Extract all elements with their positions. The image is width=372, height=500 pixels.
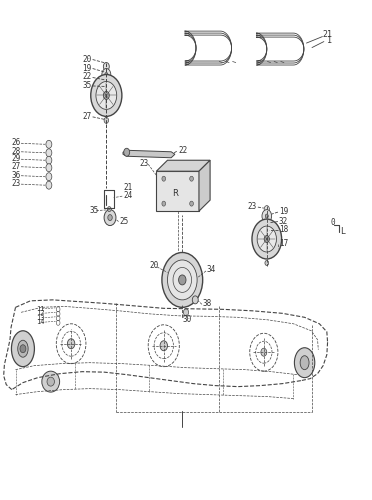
- Circle shape: [91, 74, 122, 116]
- Circle shape: [167, 260, 197, 300]
- Circle shape: [46, 149, 52, 157]
- Text: 13: 13: [36, 315, 44, 321]
- Circle shape: [265, 260, 269, 266]
- Circle shape: [46, 140, 52, 148]
- Circle shape: [183, 309, 189, 316]
- Text: 0: 0: [331, 218, 335, 227]
- Circle shape: [160, 340, 167, 350]
- Circle shape: [46, 181, 52, 189]
- Circle shape: [265, 214, 268, 218]
- Text: 14: 14: [36, 320, 44, 326]
- Text: 36: 36: [12, 170, 21, 179]
- Circle shape: [252, 219, 282, 259]
- Circle shape: [104, 210, 116, 226]
- Circle shape: [162, 252, 203, 308]
- Circle shape: [105, 72, 108, 76]
- Ellipse shape: [47, 377, 54, 386]
- Circle shape: [257, 226, 276, 252]
- Text: R: R: [173, 188, 179, 198]
- Circle shape: [108, 214, 112, 220]
- Text: 23: 23: [12, 179, 21, 188]
- Text: 1: 1: [327, 36, 332, 45]
- Circle shape: [108, 206, 111, 212]
- Text: 20: 20: [82, 54, 92, 64]
- Text: 27: 27: [82, 112, 92, 121]
- Text: 20: 20: [149, 262, 158, 270]
- Ellipse shape: [300, 356, 309, 370]
- Polygon shape: [156, 171, 199, 211]
- Text: 17: 17: [279, 238, 288, 248]
- Text: 32: 32: [279, 216, 288, 226]
- Circle shape: [179, 275, 186, 285]
- Text: 24: 24: [123, 190, 132, 200]
- Ellipse shape: [18, 340, 28, 357]
- Ellipse shape: [294, 348, 315, 378]
- Circle shape: [46, 172, 52, 180]
- Text: 21: 21: [123, 183, 132, 192]
- Text: 27: 27: [12, 162, 21, 170]
- Text: 34: 34: [206, 266, 216, 274]
- Text: 25: 25: [119, 216, 129, 226]
- Text: 30: 30: [182, 316, 192, 324]
- Circle shape: [103, 62, 109, 70]
- Text: 23: 23: [247, 202, 257, 211]
- Circle shape: [264, 220, 270, 228]
- Text: 35: 35: [90, 206, 99, 214]
- Circle shape: [67, 339, 75, 348]
- Circle shape: [264, 236, 269, 242]
- Circle shape: [46, 156, 52, 164]
- Text: 23: 23: [140, 159, 149, 168]
- Text: 22: 22: [82, 72, 92, 82]
- Circle shape: [104, 84, 109, 90]
- Polygon shape: [199, 160, 210, 211]
- Circle shape: [20, 344, 26, 352]
- Text: 29: 29: [12, 154, 21, 164]
- Ellipse shape: [42, 371, 60, 392]
- Text: 35: 35: [82, 81, 92, 90]
- Text: 19: 19: [279, 207, 288, 216]
- Text: 11: 11: [36, 306, 44, 312]
- Text: 28: 28: [12, 147, 21, 156]
- Circle shape: [264, 206, 269, 212]
- Circle shape: [46, 164, 52, 172]
- Circle shape: [103, 78, 109, 86]
- Circle shape: [96, 82, 117, 110]
- Circle shape: [162, 201, 166, 206]
- Polygon shape: [156, 160, 210, 171]
- Text: 21: 21: [323, 30, 333, 39]
- Circle shape: [103, 92, 109, 100]
- Text: 22: 22: [179, 146, 188, 155]
- Circle shape: [266, 222, 268, 226]
- Circle shape: [162, 176, 166, 181]
- Circle shape: [105, 80, 108, 83]
- Polygon shape: [123, 150, 175, 158]
- Circle shape: [265, 228, 269, 233]
- Circle shape: [262, 210, 272, 222]
- Text: L: L: [340, 227, 345, 236]
- Circle shape: [102, 68, 111, 80]
- Text: 18: 18: [279, 224, 288, 234]
- Circle shape: [261, 348, 267, 356]
- Text: 12: 12: [36, 310, 44, 316]
- Circle shape: [190, 176, 193, 181]
- Text: 26: 26: [12, 138, 21, 147]
- Circle shape: [124, 148, 130, 156]
- Circle shape: [104, 118, 109, 124]
- Text: 19: 19: [82, 64, 92, 72]
- Circle shape: [192, 296, 198, 304]
- Text: 38: 38: [203, 300, 212, 308]
- Ellipse shape: [12, 331, 35, 366]
- Circle shape: [190, 201, 193, 206]
